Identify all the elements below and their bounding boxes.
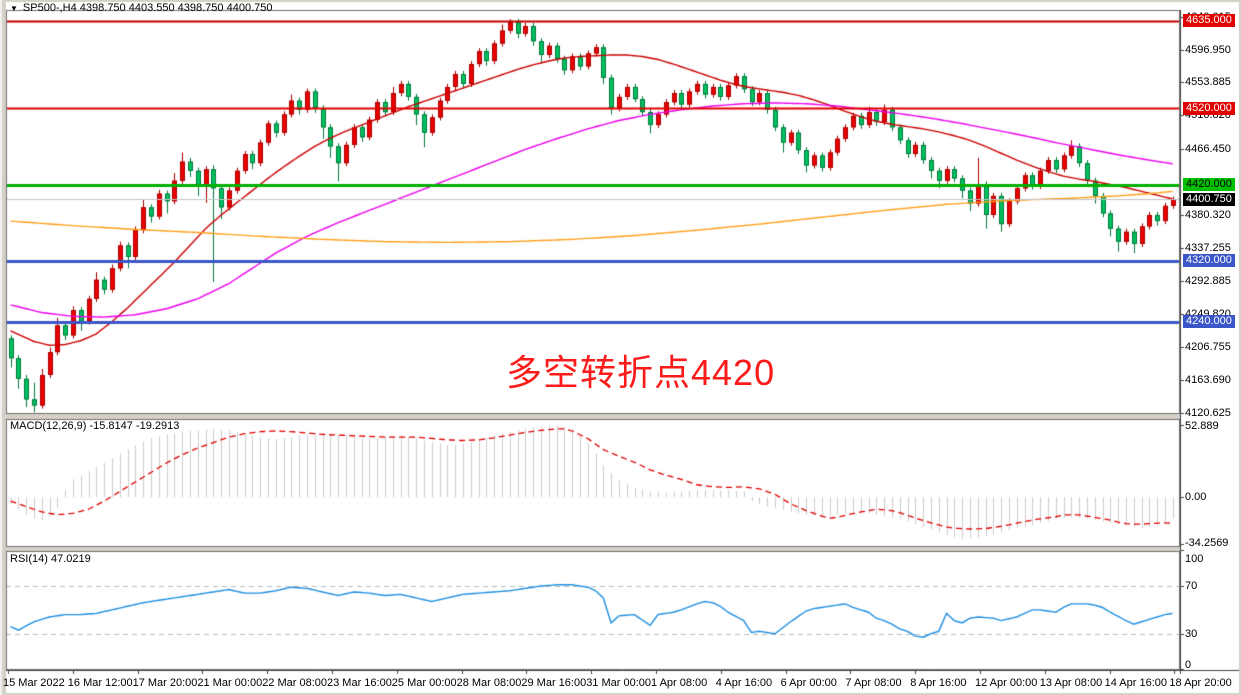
symbol-dropdown-icon[interactable]: ▼ — [10, 3, 18, 13]
price-axis-label: 4163.690 — [1185, 373, 1231, 386]
date-axis-label: 25 Mar 00:00 — [391, 677, 457, 689]
price-badge-4420: 4420.000 — [1183, 178, 1235, 191]
date-axis-label: 8 Apr 16:00 — [910, 677, 967, 689]
rsi-axis-label: 70 — [1185, 580, 1198, 592]
date-axis-label: 14 Apr 16:00 — [1104, 677, 1167, 689]
price-badge-4400.75: 4400.750 — [1183, 192, 1235, 206]
date-axis-label: 15 Mar 2022 — [3, 677, 65, 689]
date-axis-label: 13 Apr 08:00 — [1039, 677, 1103, 689]
date-axis-label: 17 Mar 20:00 — [132, 677, 198, 689]
date-axis-label: 28 Mar 08:00 — [456, 677, 522, 689]
macd-axis-label: 0.00 — [1185, 491, 1207, 503]
macd-axis-label: -34.2569 — [1185, 537, 1229, 549]
date-axis-label: 31 Mar 00:00 — [586, 677, 652, 689]
chart-annotation-text: 多空转折点4420 — [506, 352, 776, 393]
date-axis-label: 29 Mar 16:00 — [521, 677, 587, 689]
macd-axis-label: 52.889 — [1185, 420, 1219, 432]
symbol-ohlc-title: SP500-,H4 4398.750 4403.550 4398.750 440… — [22, 2, 273, 14]
macd-indicator-label: MACD(12,26,9) -15.8147 -19.2913 — [10, 420, 180, 432]
chart-title-bar: ▼ SP500-,H4 4398.750 4403.550 4398.750 4… — [10, 2, 272, 14]
price-badge-4320: 4320.000 — [1183, 254, 1235, 268]
price-axis-label: 4466.450 — [1185, 143, 1231, 156]
panel-splitter-macd[interactable] — [0, 414, 1241, 419]
date-axis-label: 7 Apr 08:00 — [845, 677, 902, 689]
price-axis-label: 4337.255 — [1185, 241, 1231, 254]
date-axis-label: 12 Apr 00:00 — [975, 677, 1038, 689]
price-axis-label: 4596.950 — [1185, 43, 1231, 56]
price-axis-label: 4380.320 — [1185, 208, 1231, 221]
price-axis-label: 4120.625 — [1185, 406, 1231, 419]
date-axis-label: 4 Apr 16:00 — [715, 677, 773, 689]
rsi-axis-label: 100 — [1185, 553, 1204, 565]
price-badge-4635: 4635.000 — [1183, 14, 1235, 28]
price-axis-label: 4553.885 — [1185, 76, 1231, 89]
date-axis-label: 1 Apr 08:00 — [651, 677, 708, 689]
date-axis-label: 22 Mar 08:00 — [262, 677, 328, 689]
date-axis-label: 16 Mar 12:00 — [67, 677, 133, 689]
rsi-indicator-label: RSI(14) 47.0219 — [10, 553, 91, 565]
rsi-axis-label: 0 — [1185, 659, 1192, 671]
date-axis-label: 6 Apr 00:00 — [780, 677, 837, 689]
panel-splitter-rsi[interactable] — [0, 546, 1241, 551]
price-badge-4240: 4240.000 — [1183, 315, 1235, 329]
price-axis-label: 4206.755 — [1185, 340, 1231, 353]
date-axis-label: 23 Mar 16:00 — [327, 677, 392, 689]
date-axis-label: 18 Apr 20:00 — [1169, 677, 1232, 689]
price-axis-label: 4292.885 — [1185, 275, 1231, 288]
rsi-axis-label: 30 — [1185, 627, 1198, 640]
price-badge-4520: 4520.000 — [1183, 101, 1235, 115]
date-axis-label: 21 Mar 00:00 — [197, 677, 263, 689]
